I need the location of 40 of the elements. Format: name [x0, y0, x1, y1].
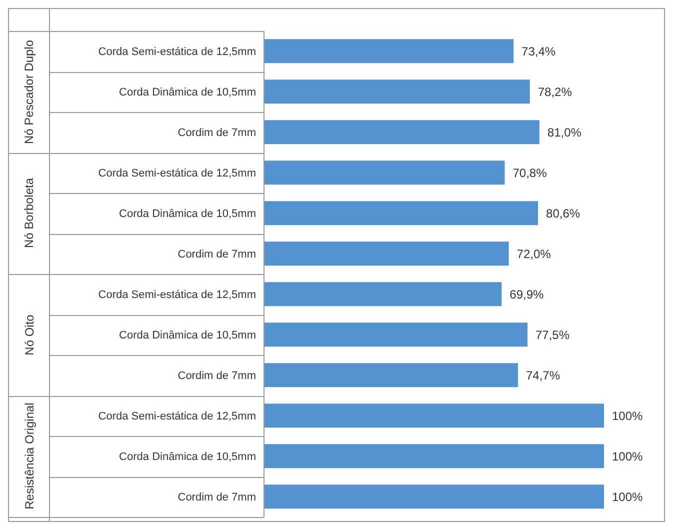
y-tick-label: Cordim de 7mm — [178, 127, 256, 140]
text: Nó Borboleta — [22, 178, 36, 248]
bar — [264, 242, 509, 266]
data-label: 100% — [612, 408, 644, 423]
data-label: 72,0% — [516, 246, 552, 261]
data-label: 77,5% — [536, 328, 570, 342]
y-tick-label: Corda Semi-estática de 12,5mm — [98, 168, 256, 180]
data-label: 80,6% — [546, 206, 580, 220]
data-label: 69,9% — [510, 287, 544, 302]
text: Nó Pescador Duplo — [22, 40, 36, 144]
text: Nó Oito — [22, 314, 36, 356]
y-tick-label: Corda Dinâmica de 10,5mm — [119, 208, 256, 220]
y-tick-label: Cordim de 7mm — [178, 248, 256, 261]
bar — [264, 39, 514, 64]
bar — [264, 404, 604, 428]
data-label: 78,2% — [538, 84, 572, 99]
y-tick-label: Corda Semi-estática de 12,5mm — [98, 46, 256, 58]
data-label: 100% — [612, 449, 644, 464]
bar — [264, 484, 604, 509]
text: Resistência Original — [22, 402, 36, 510]
data-label: 70,8% — [512, 166, 548, 180]
y-tick-label: Corda Dinâmica de 10,5mm — [119, 330, 256, 342]
y-tick-label: Cordim de 7mm — [178, 370, 256, 382]
data-label: 81,0% — [547, 125, 582, 140]
y-tick-label: Corda Semi-estática de 12,5mm — [98, 289, 256, 302]
bar — [264, 282, 502, 306]
bar — [264, 322, 528, 347]
data-label: 100% — [612, 490, 644, 504]
bar — [264, 363, 518, 388]
data-label: 73,4% — [522, 44, 556, 58]
y-tick-label: Corda Dinâmica de 10,5mm — [119, 451, 256, 464]
bar — [264, 160, 505, 185]
bar — [264, 201, 538, 226]
bar — [264, 120, 540, 144]
y-tick-label: Corda Dinâmica de 10,5mm — [119, 86, 256, 99]
y-tick-label: Cordim de 7mm — [178, 492, 256, 504]
data-label: 74,7% — [526, 368, 560, 382]
y-tick-label: Corda Semi-estática de 12,5mm — [98, 410, 256, 423]
bar — [264, 80, 530, 104]
bar — [264, 444, 604, 468]
